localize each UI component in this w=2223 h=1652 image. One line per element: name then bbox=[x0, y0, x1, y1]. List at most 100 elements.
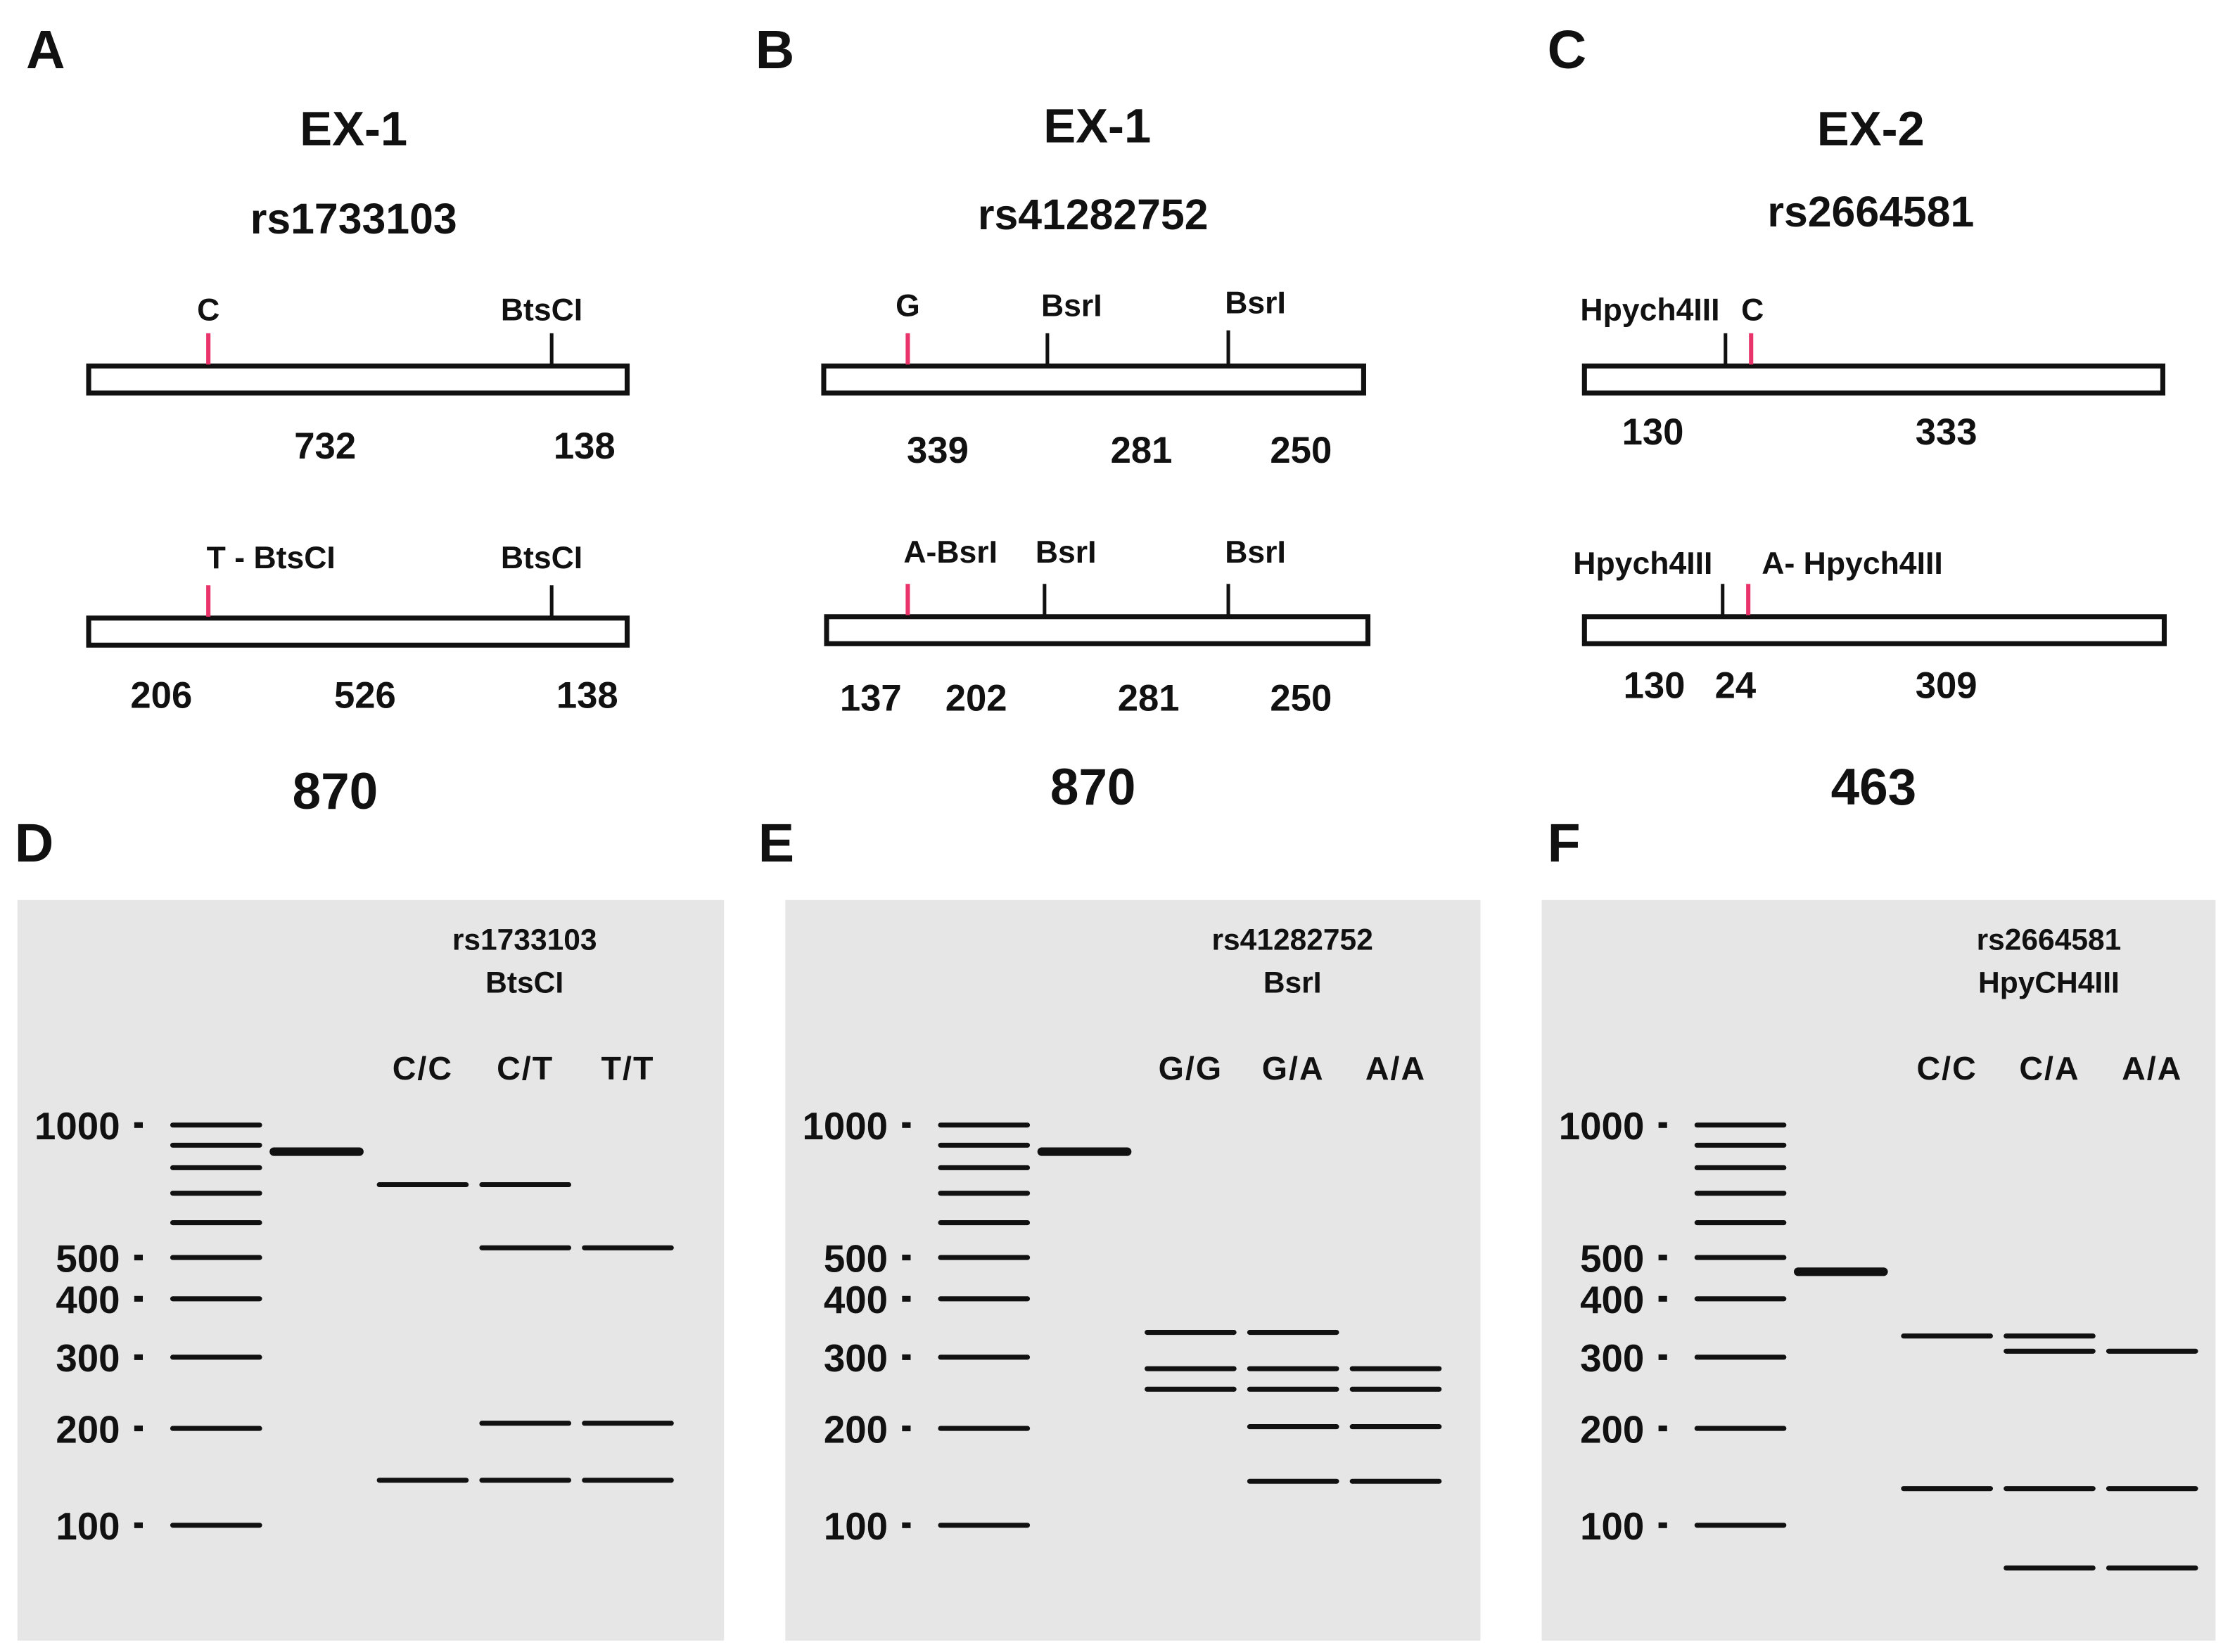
fragment-size: 206 bbox=[130, 674, 192, 716]
snp-id: rs41282752 bbox=[978, 191, 1209, 238]
genotype-label: C/C bbox=[393, 1050, 453, 1087]
ladder-label: 1000 bbox=[802, 1105, 888, 1148]
ladder-label: 500 bbox=[824, 1237, 888, 1280]
fragment-size: 24 bbox=[1715, 665, 1757, 706]
site-label: A- Hpych4III bbox=[1762, 546, 1942, 581]
ladder-label: 200 bbox=[1580, 1408, 1644, 1451]
fragment-size: 137 bbox=[840, 677, 902, 719]
ladder-tick bbox=[1658, 1522, 1667, 1528]
panel-a-map: A EX-1 rs1733103 C BtsCI 732 138 T - Bts… bbox=[26, 20, 630, 820]
ladder-tick bbox=[902, 1426, 911, 1432]
amplicon-bar bbox=[821, 363, 1366, 396]
fragment-size: 130 bbox=[1622, 411, 1684, 453]
site-label: C bbox=[1741, 293, 1764, 328]
genotype-label: G/G bbox=[1159, 1050, 1223, 1087]
site-label: BsrI bbox=[1225, 535, 1286, 570]
amplicon-length: 463 bbox=[1831, 759, 1917, 816]
ladder-label: 200 bbox=[56, 1408, 120, 1451]
snp-id: rs1733103 bbox=[250, 195, 457, 243]
exon-title: EX-1 bbox=[300, 102, 407, 156]
fragment-size: 130 bbox=[1624, 665, 1686, 706]
panel-letter: C bbox=[1548, 20, 1587, 80]
site-label: BsrI bbox=[1041, 289, 1102, 324]
ladder-tick bbox=[134, 1354, 143, 1360]
snp-id: rs2664581 bbox=[1767, 188, 1974, 236]
site-label: G bbox=[896, 289, 920, 324]
fragment-size: 309 bbox=[1916, 665, 1977, 706]
amplicon-bar bbox=[1581, 363, 2165, 396]
ladder-label: 500 bbox=[1580, 1237, 1644, 1280]
ladder-tick bbox=[902, 1522, 911, 1528]
amplicon-length: 870 bbox=[1050, 759, 1136, 816]
fragment-size: 732 bbox=[294, 425, 356, 467]
gel-enzyme-label: BtsCI bbox=[485, 966, 563, 999]
ladder-label: 300 bbox=[56, 1337, 120, 1380]
panel-letter: D bbox=[15, 813, 54, 873]
fragment-size: 202 bbox=[945, 677, 1007, 719]
ladder-tick bbox=[1658, 1354, 1667, 1360]
amplicon-bar bbox=[86, 363, 630, 396]
ladder-tick bbox=[1658, 1426, 1667, 1432]
ladder-tick bbox=[1658, 1255, 1667, 1261]
fragment-size: 250 bbox=[1270, 677, 1332, 719]
ladder-label: 400 bbox=[824, 1279, 888, 1321]
ladder-label: 300 bbox=[824, 1337, 888, 1380]
fragment-size: 138 bbox=[556, 674, 618, 716]
ladder-tick bbox=[902, 1354, 911, 1360]
panel-letter: F bbox=[1548, 813, 1581, 873]
site-label: Hpych4III bbox=[1573, 546, 1712, 581]
ladder-label: 200 bbox=[824, 1408, 888, 1451]
genotype-label: C/C bbox=[1917, 1050, 1977, 1087]
fragment-size: 250 bbox=[1270, 430, 1332, 471]
panel-letter: B bbox=[756, 20, 795, 80]
ladder-label: 300 bbox=[1580, 1337, 1644, 1380]
ladder-label: 1000 bbox=[1559, 1105, 1645, 1148]
site-label: BtsCI bbox=[501, 541, 582, 575]
gel-snp-label: rs2664581 bbox=[1977, 924, 2122, 957]
ladder-label: 400 bbox=[1580, 1279, 1644, 1321]
ladder-tick bbox=[134, 1122, 143, 1128]
genotype-label: C/A bbox=[2019, 1050, 2079, 1087]
ladder-label: 500 bbox=[56, 1237, 120, 1280]
genotype-label: A/A bbox=[2122, 1050, 2182, 1087]
fragment-size: 339 bbox=[907, 430, 969, 471]
amplicon-bar bbox=[86, 615, 630, 648]
ladder-label: 100 bbox=[1580, 1505, 1644, 1548]
amplicon-bar bbox=[1581, 614, 2167, 646]
ladder-label: 1000 bbox=[34, 1105, 120, 1148]
fragment-size: 138 bbox=[554, 425, 616, 467]
ladder-tick bbox=[902, 1122, 911, 1128]
panel-c-map: C EX-2 rs2664581 Hpych4III C 130 333 Hpy… bbox=[1548, 20, 2167, 816]
ladder-tick bbox=[134, 1255, 143, 1261]
site-label: C bbox=[197, 293, 219, 328]
ladder-label: 100 bbox=[824, 1505, 888, 1548]
exon-title: EX-1 bbox=[1043, 99, 1151, 153]
gel-enzyme-label: BsrI bbox=[1263, 966, 1322, 999]
ladder-tick bbox=[134, 1522, 143, 1528]
fragment-size: 281 bbox=[1111, 430, 1173, 471]
genotype-label: C/T bbox=[497, 1050, 554, 1087]
panel-letter: A bbox=[26, 20, 65, 80]
fragment-size: 333 bbox=[1916, 411, 1977, 453]
ladder-tick bbox=[1658, 1295, 1667, 1302]
genotype-label: G/A bbox=[1262, 1050, 1325, 1087]
panel-b-map: B EX-1 rs41282752 G BsrI BsrI 339 281 25… bbox=[756, 20, 1371, 816]
gel-snp-label: rs41282752 bbox=[1211, 924, 1372, 957]
genotype-label: T/T bbox=[601, 1050, 655, 1087]
fragment-size: 526 bbox=[334, 674, 396, 716]
gel-snp-label: rs1733103 bbox=[452, 924, 597, 957]
ladder-tick bbox=[902, 1295, 911, 1302]
ladder-label: 100 bbox=[56, 1505, 120, 1548]
site-label: BsrI bbox=[1225, 286, 1286, 321]
ladder-tick bbox=[134, 1426, 143, 1432]
site-label: A-BsrI bbox=[903, 535, 998, 570]
site-label: Hpych4III bbox=[1580, 293, 1719, 328]
fragment-size: 281 bbox=[1118, 677, 1180, 719]
panel-letter: E bbox=[758, 813, 794, 873]
gel-enzyme-label: HpyCH4III bbox=[1978, 966, 2120, 999]
gel-background bbox=[785, 899, 1481, 1641]
